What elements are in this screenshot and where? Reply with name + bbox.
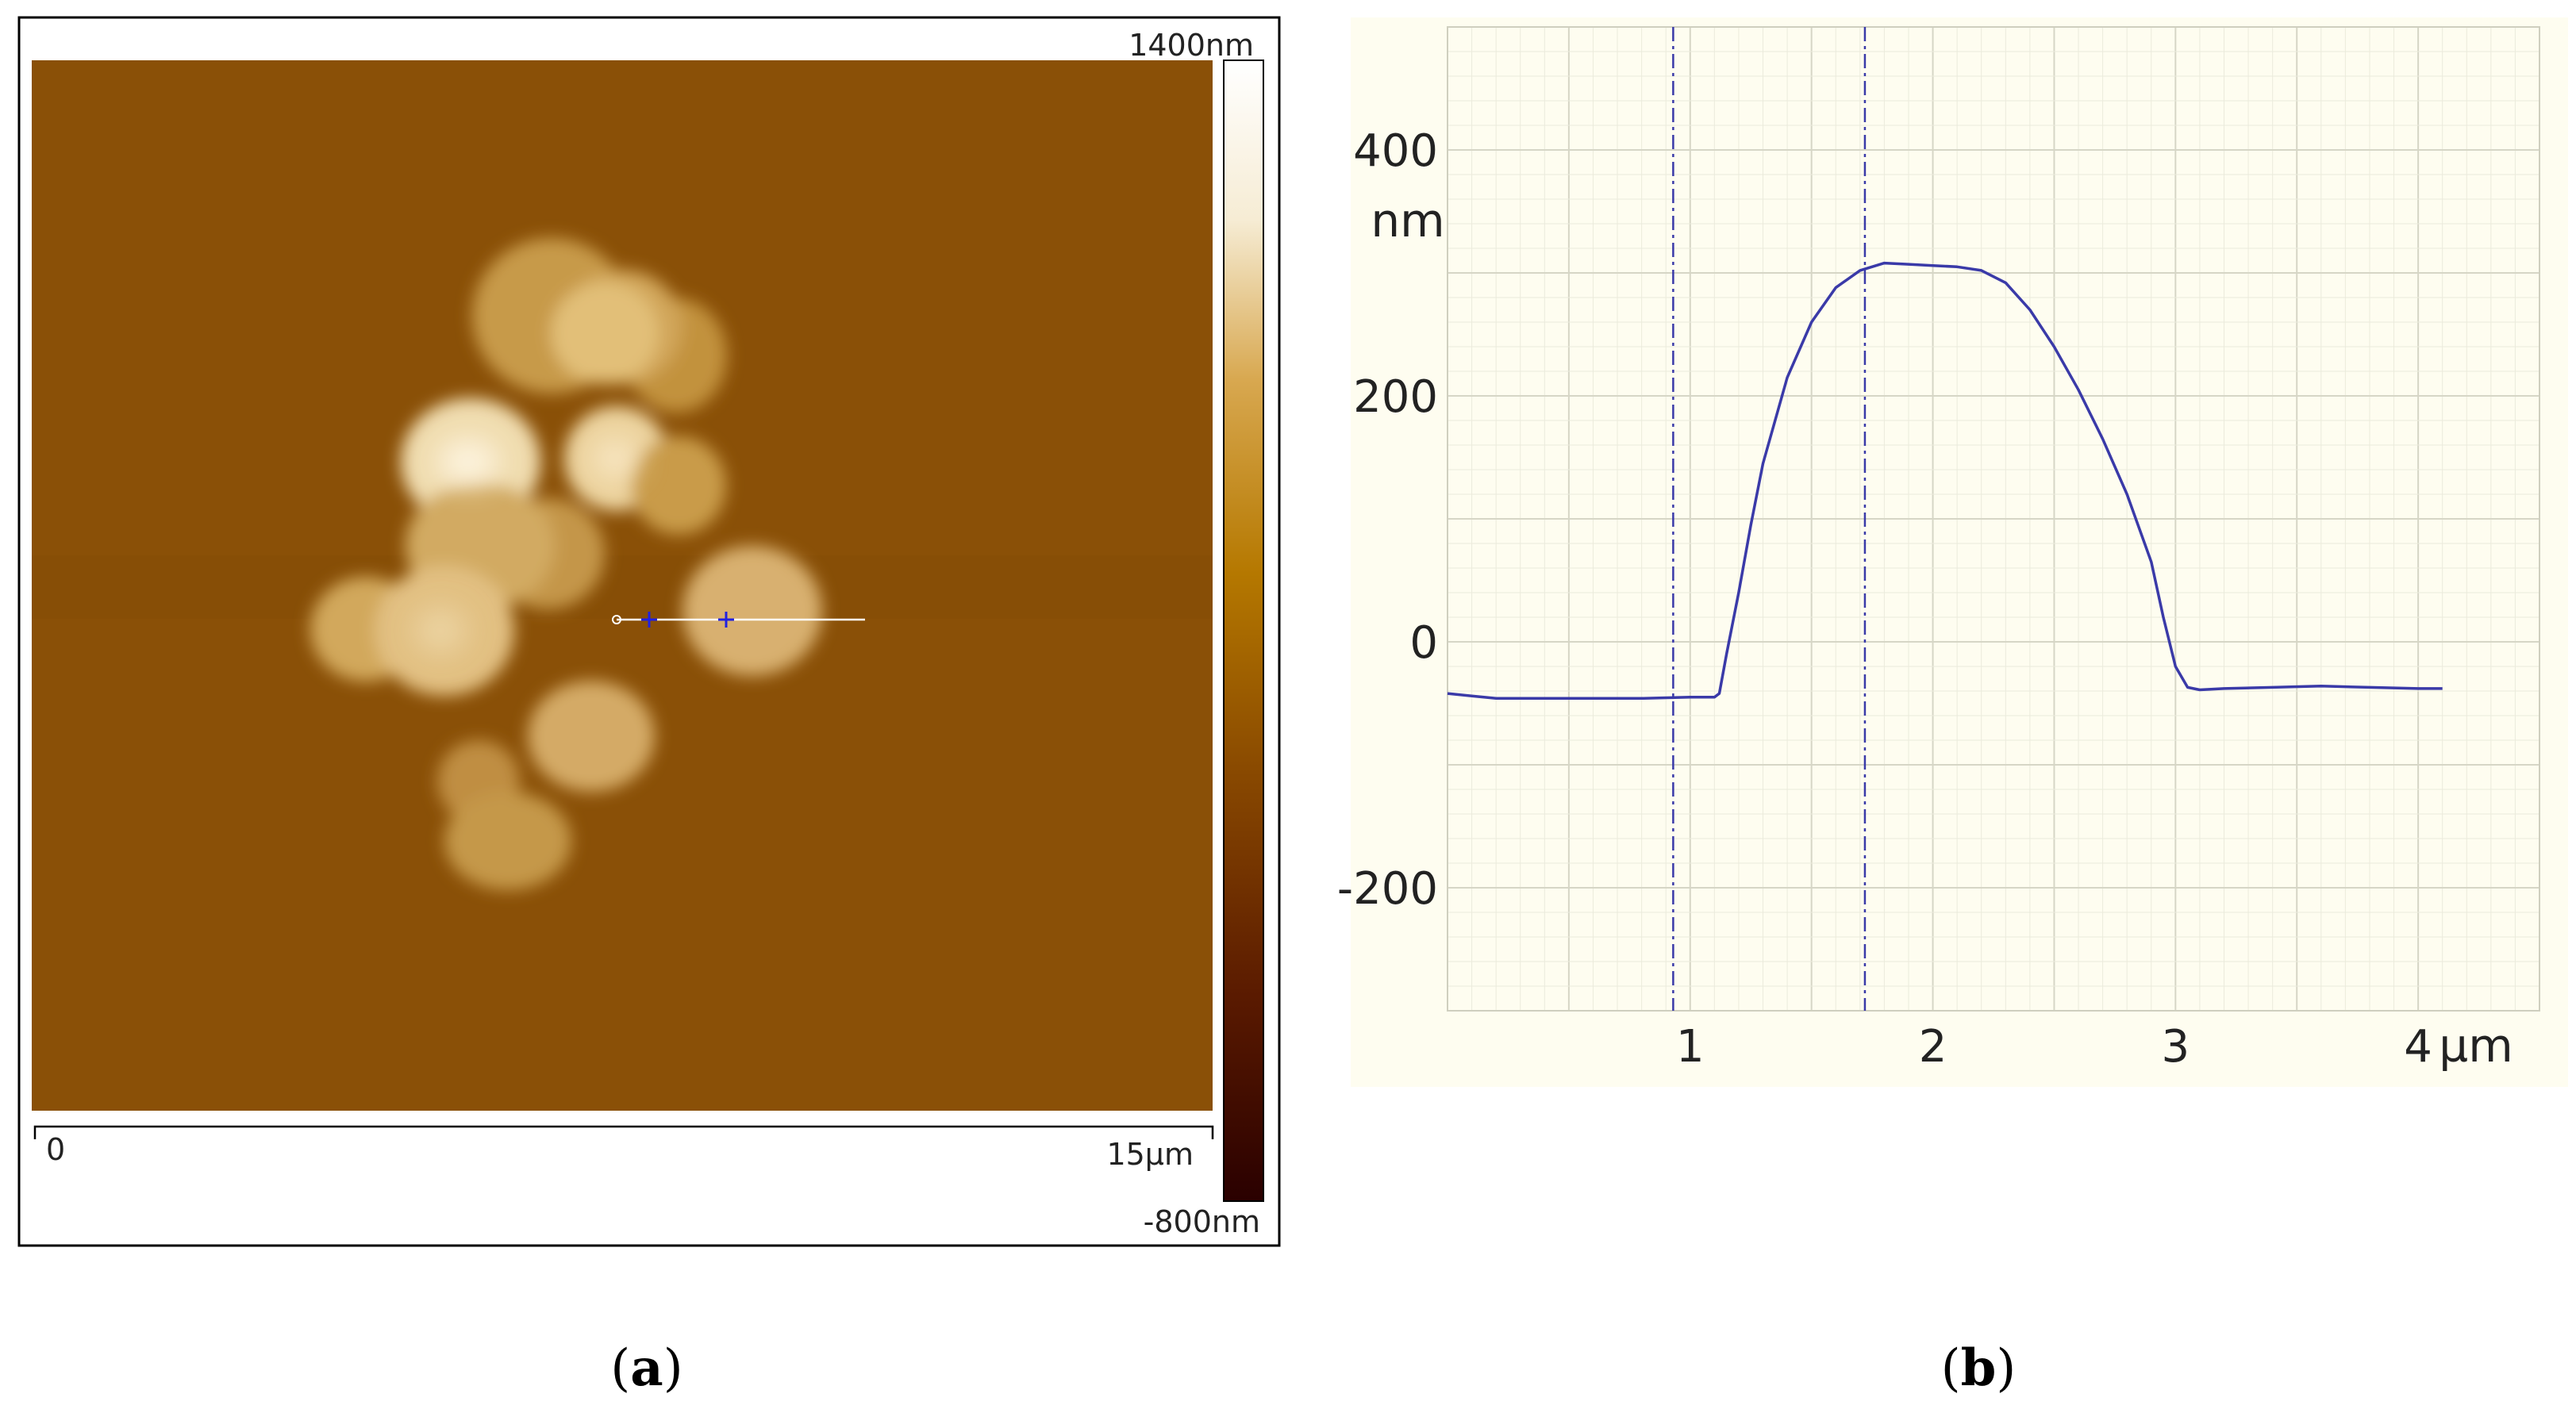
x-tick-label: 3: [2162, 1021, 2190, 1073]
plot-area-border: [1447, 26, 2540, 1012]
cursor-marker[interactable]: [718, 612, 734, 628]
highlight: [591, 438, 639, 479]
x-tick-label: 4: [2404, 1021, 2432, 1073]
profile-background: [1351, 17, 2568, 1087]
profile-line[interactable]: [612, 612, 865, 628]
x-axis-unit-label: µm: [2439, 1019, 2513, 1073]
x-tick-label: 1: [1676, 1021, 1705, 1073]
cursor-marker[interactable]: [641, 612, 657, 628]
colorbar: [1223, 60, 1264, 1202]
particle: [528, 681, 655, 792]
highlight: [436, 438, 500, 486]
grid: [1447, 26, 2540, 1012]
afm-height-image: [32, 60, 1213, 1111]
scan-band: [32, 555, 1213, 619]
panel-a-caption: (a): [610, 1338, 682, 1398]
x-tick-label: 2: [1919, 1021, 1947, 1073]
y-tick-label: 0: [1409, 617, 1438, 669]
height-profile-line: [1447, 261, 2443, 701]
colorbar-min-label: -800nm: [1144, 1204, 1260, 1239]
cursor-lines: [1672, 27, 1867, 1011]
y-axis-unit-label: nm: [1371, 194, 1444, 248]
tick-labels: 400 200 0 -200 1 2 3 4: [1337, 125, 2432, 1073]
y-tick-label: 200: [1353, 371, 1438, 423]
scale-start-label: 0: [46, 1132, 65, 1167]
particle: [682, 546, 822, 676]
particle: [444, 792, 571, 890]
panel-b-caption: (b): [1941, 1338, 2017, 1398]
y-tick-label: 400: [1353, 125, 1438, 177]
particle: [551, 282, 659, 384]
profile-start-marker[interactable]: [612, 615, 621, 624]
profile-panel: 400 200 0 -200 1 2 3 4 nm µm (b): [1337, 17, 2568, 1398]
colorbar-max-label: 1400nm: [1128, 28, 1254, 63]
y-tick-label: -200: [1337, 863, 1438, 915]
particle-highlights: [413, 438, 639, 655]
afm-panel: 1400nm -800nm 0 15µm (a): [17, 16, 1281, 1398]
highlight: [413, 607, 467, 655]
particle: [631, 436, 726, 535]
particle-cluster: [310, 238, 822, 890]
scale-end-label: 15µm: [1106, 1137, 1194, 1172]
scale-bar: [33, 1125, 1214, 1139]
